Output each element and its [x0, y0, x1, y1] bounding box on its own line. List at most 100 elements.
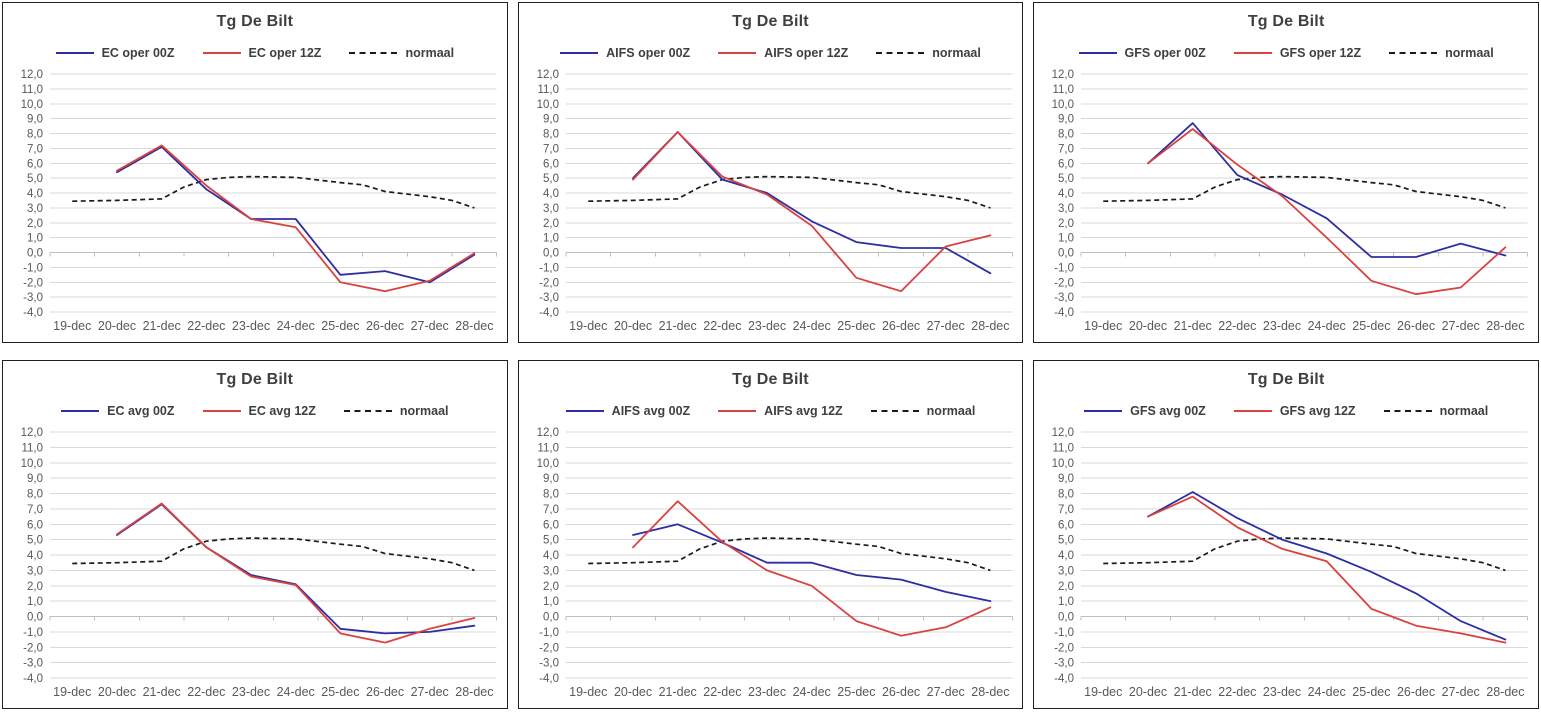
y-tick-label: 6,0 — [1058, 519, 1074, 531]
chart-plot-area: 12,0 11,0 10,0 9,0 8,0 7,0 6,0 5,0 4,0 3,0 2,0 1,0 0… — [536, 69, 1013, 333]
legend-label: EC avg 00Z — [107, 404, 175, 418]
series-line-ec-avg-00z — [116, 503, 476, 635]
y-tick-label: 8,0 — [27, 488, 43, 500]
x-tick-label: 22-dec — [703, 685, 741, 699]
legend-item-blue: GFS avg 00Z — [1084, 404, 1206, 418]
legend-line-icon — [1084, 410, 1123, 412]
x-tick-label: 28-dec — [1487, 319, 1525, 333]
y-tick-label: 12,0 — [21, 69, 43, 81]
legend-item-red: GFS oper 12Z — [1233, 46, 1362, 60]
legend-item-red: AIFS avg 12Z — [718, 404, 843, 418]
series-line-normaal — [1103, 537, 1506, 572]
chart-plot-area: 12,0 11,0 10,0 9,0 8,0 7,0 6,0 5,0 4,0 3,0 2,0 1,0 0… — [1052, 427, 1529, 699]
y-tick-label: -3,0 — [539, 658, 559, 670]
chart-legend: AIFS avg 00Z AIFS avg 12Z normaal — [519, 402, 1023, 420]
y-tick-label: 10,0 — [21, 458, 43, 470]
x-tick-label: 26-dec — [366, 685, 404, 699]
chart-title: Tg De Bilt — [216, 371, 294, 388]
x-tick-label: 28-dec — [1487, 685, 1525, 699]
x-tick-label: 19-dec — [1084, 319, 1122, 333]
series-line-normaal — [587, 175, 991, 209]
y-tick-label: 5,0 — [27, 173, 43, 185]
legend-label: EC oper 12Z — [248, 46, 322, 60]
legend-item-red: GFS avg 12Z — [1233, 404, 1356, 418]
legend-label: AIFS oper 00Z — [606, 46, 691, 60]
y-tick-label: 11,0 — [21, 84, 42, 96]
legend-line-icon — [718, 52, 757, 54]
y-tick-label: 7,0 — [1058, 504, 1074, 516]
x-tick-label: 22-dec — [1219, 319, 1257, 333]
legend-line-icon — [718, 410, 757, 412]
y-tick-label: 2,0 — [1058, 218, 1074, 230]
chart-legend: GFS oper 00Z GFS oper 12Z normaal — [1034, 44, 1538, 62]
x-tick-label: 24-dec — [1308, 685, 1346, 699]
chart-title: Tg De Bilt — [732, 371, 809, 388]
y-tick-label: -4,0 — [23, 673, 43, 685]
y-tick-label: 7,0 — [27, 143, 43, 155]
x-tick-label: 27-dec — [926, 685, 964, 699]
x-tick-label: 21-dec — [1174, 685, 1212, 699]
y-tick-label: -3,0 — [23, 658, 43, 670]
x-tick-label: 22-dec — [703, 319, 741, 333]
x-tick-label: 26-dec — [882, 685, 920, 699]
y-tick-label: 12,0 — [21, 427, 43, 439]
chart-legend: EC oper 00Z EC oper 12Z normaal — [3, 44, 507, 62]
x-tick-label: 28-dec — [455, 685, 493, 699]
series-line-normaal — [72, 537, 475, 572]
chart-panel-ec-avg: Tg De Bilt EC avg 00Z EC avg 12Z normaal… — [2, 360, 508, 709]
x-tick-label: 23-dec — [748, 685, 786, 699]
y-tick-label: -4,0 — [539, 673, 559, 685]
y-tick-label: 5,0 — [27, 535, 43, 547]
chart-title: Tg De Bilt — [1247, 13, 1325, 30]
series-line-aifs-avg-12z — [631, 500, 991, 637]
x-tick-label: 20-dec — [1129, 319, 1167, 333]
y-tick-label: 3,0 — [1058, 565, 1074, 577]
y-tick-label: 6,0 — [27, 158, 43, 170]
y-tick-label: 12,0 — [1052, 427, 1074, 439]
x-tick-label: 20-dec — [98, 685, 136, 699]
x-tick-label: 20-dec — [614, 319, 652, 333]
y-tick-label: 9,0 — [1058, 114, 1074, 126]
y-tick-label: 11,0 — [1053, 84, 1074, 96]
legend-dashed-line-icon — [870, 410, 919, 412]
series-line-gfs-avg-00z — [1147, 491, 1507, 641]
series-line-ec-avg-12z — [116, 502, 476, 644]
y-tick-label: 1,0 — [27, 596, 43, 608]
x-tick-label: 21-dec — [1174, 319, 1212, 333]
y-tick-label: 3,0 — [27, 565, 43, 577]
x-tick-label: 27-dec — [1442, 319, 1480, 333]
x-tick-label: 21-dec — [658, 319, 696, 333]
y-tick-label: 12,0 — [536, 69, 558, 81]
y-tick-label: 9,0 — [543, 473, 559, 485]
y-tick-label: 7,0 — [543, 143, 559, 155]
chart-legend: AIFS oper 00Z AIFS oper 12Z normaal — [519, 44, 1023, 62]
chart-panel-gfs-avg: Tg De Bilt GFS avg 00Z GFS avg 12Z norma… — [1033, 360, 1539, 709]
y-tick-label: -1,0 — [539, 262, 559, 274]
chart-panel-ec-oper: Tg De Bilt EC oper 00Z EC oper 12Z norma… — [2, 2, 508, 343]
x-tick-label: 25-dec — [321, 685, 359, 699]
y-tick-label: 0,0 — [543, 247, 559, 259]
x-tick-label: 22-dec — [187, 685, 225, 699]
legend-item-red: EC oper 12Z — [202, 46, 322, 60]
x-tick-label: 26-dec — [1397, 685, 1435, 699]
x-tick-label: 20-dec — [1129, 685, 1167, 699]
series-line-aifs-avg-00z — [631, 523, 991, 603]
y-tick-label: 3,0 — [543, 565, 559, 577]
y-tick-label: 12,0 — [536, 427, 558, 439]
legend-item-blue: GFS oper 00Z — [1078, 46, 1206, 60]
chart-title: Tg De Bilt — [1247, 371, 1325, 388]
y-tick-label: 2,0 — [543, 218, 559, 230]
y-tick-label: -2,0 — [23, 642, 43, 654]
y-tick-label: 0,0 — [1058, 611, 1074, 623]
legend-label: GFS avg 12Z — [1279, 404, 1356, 418]
y-tick-label: 9,0 — [27, 473, 43, 485]
y-tick-label: 9,0 — [1058, 473, 1074, 485]
legend-line-icon — [1233, 52, 1272, 54]
x-tick-label: 25-dec — [321, 319, 359, 333]
legend-dashed-line-icon — [876, 52, 925, 54]
y-tick-label: 2,0 — [543, 581, 559, 593]
chart-panel-aifs-avg: Tg De Bilt AIFS avg 00Z AIFS avg 12Z nor… — [517, 360, 1024, 709]
legend-label: GFS oper 12Z — [1279, 46, 1362, 60]
